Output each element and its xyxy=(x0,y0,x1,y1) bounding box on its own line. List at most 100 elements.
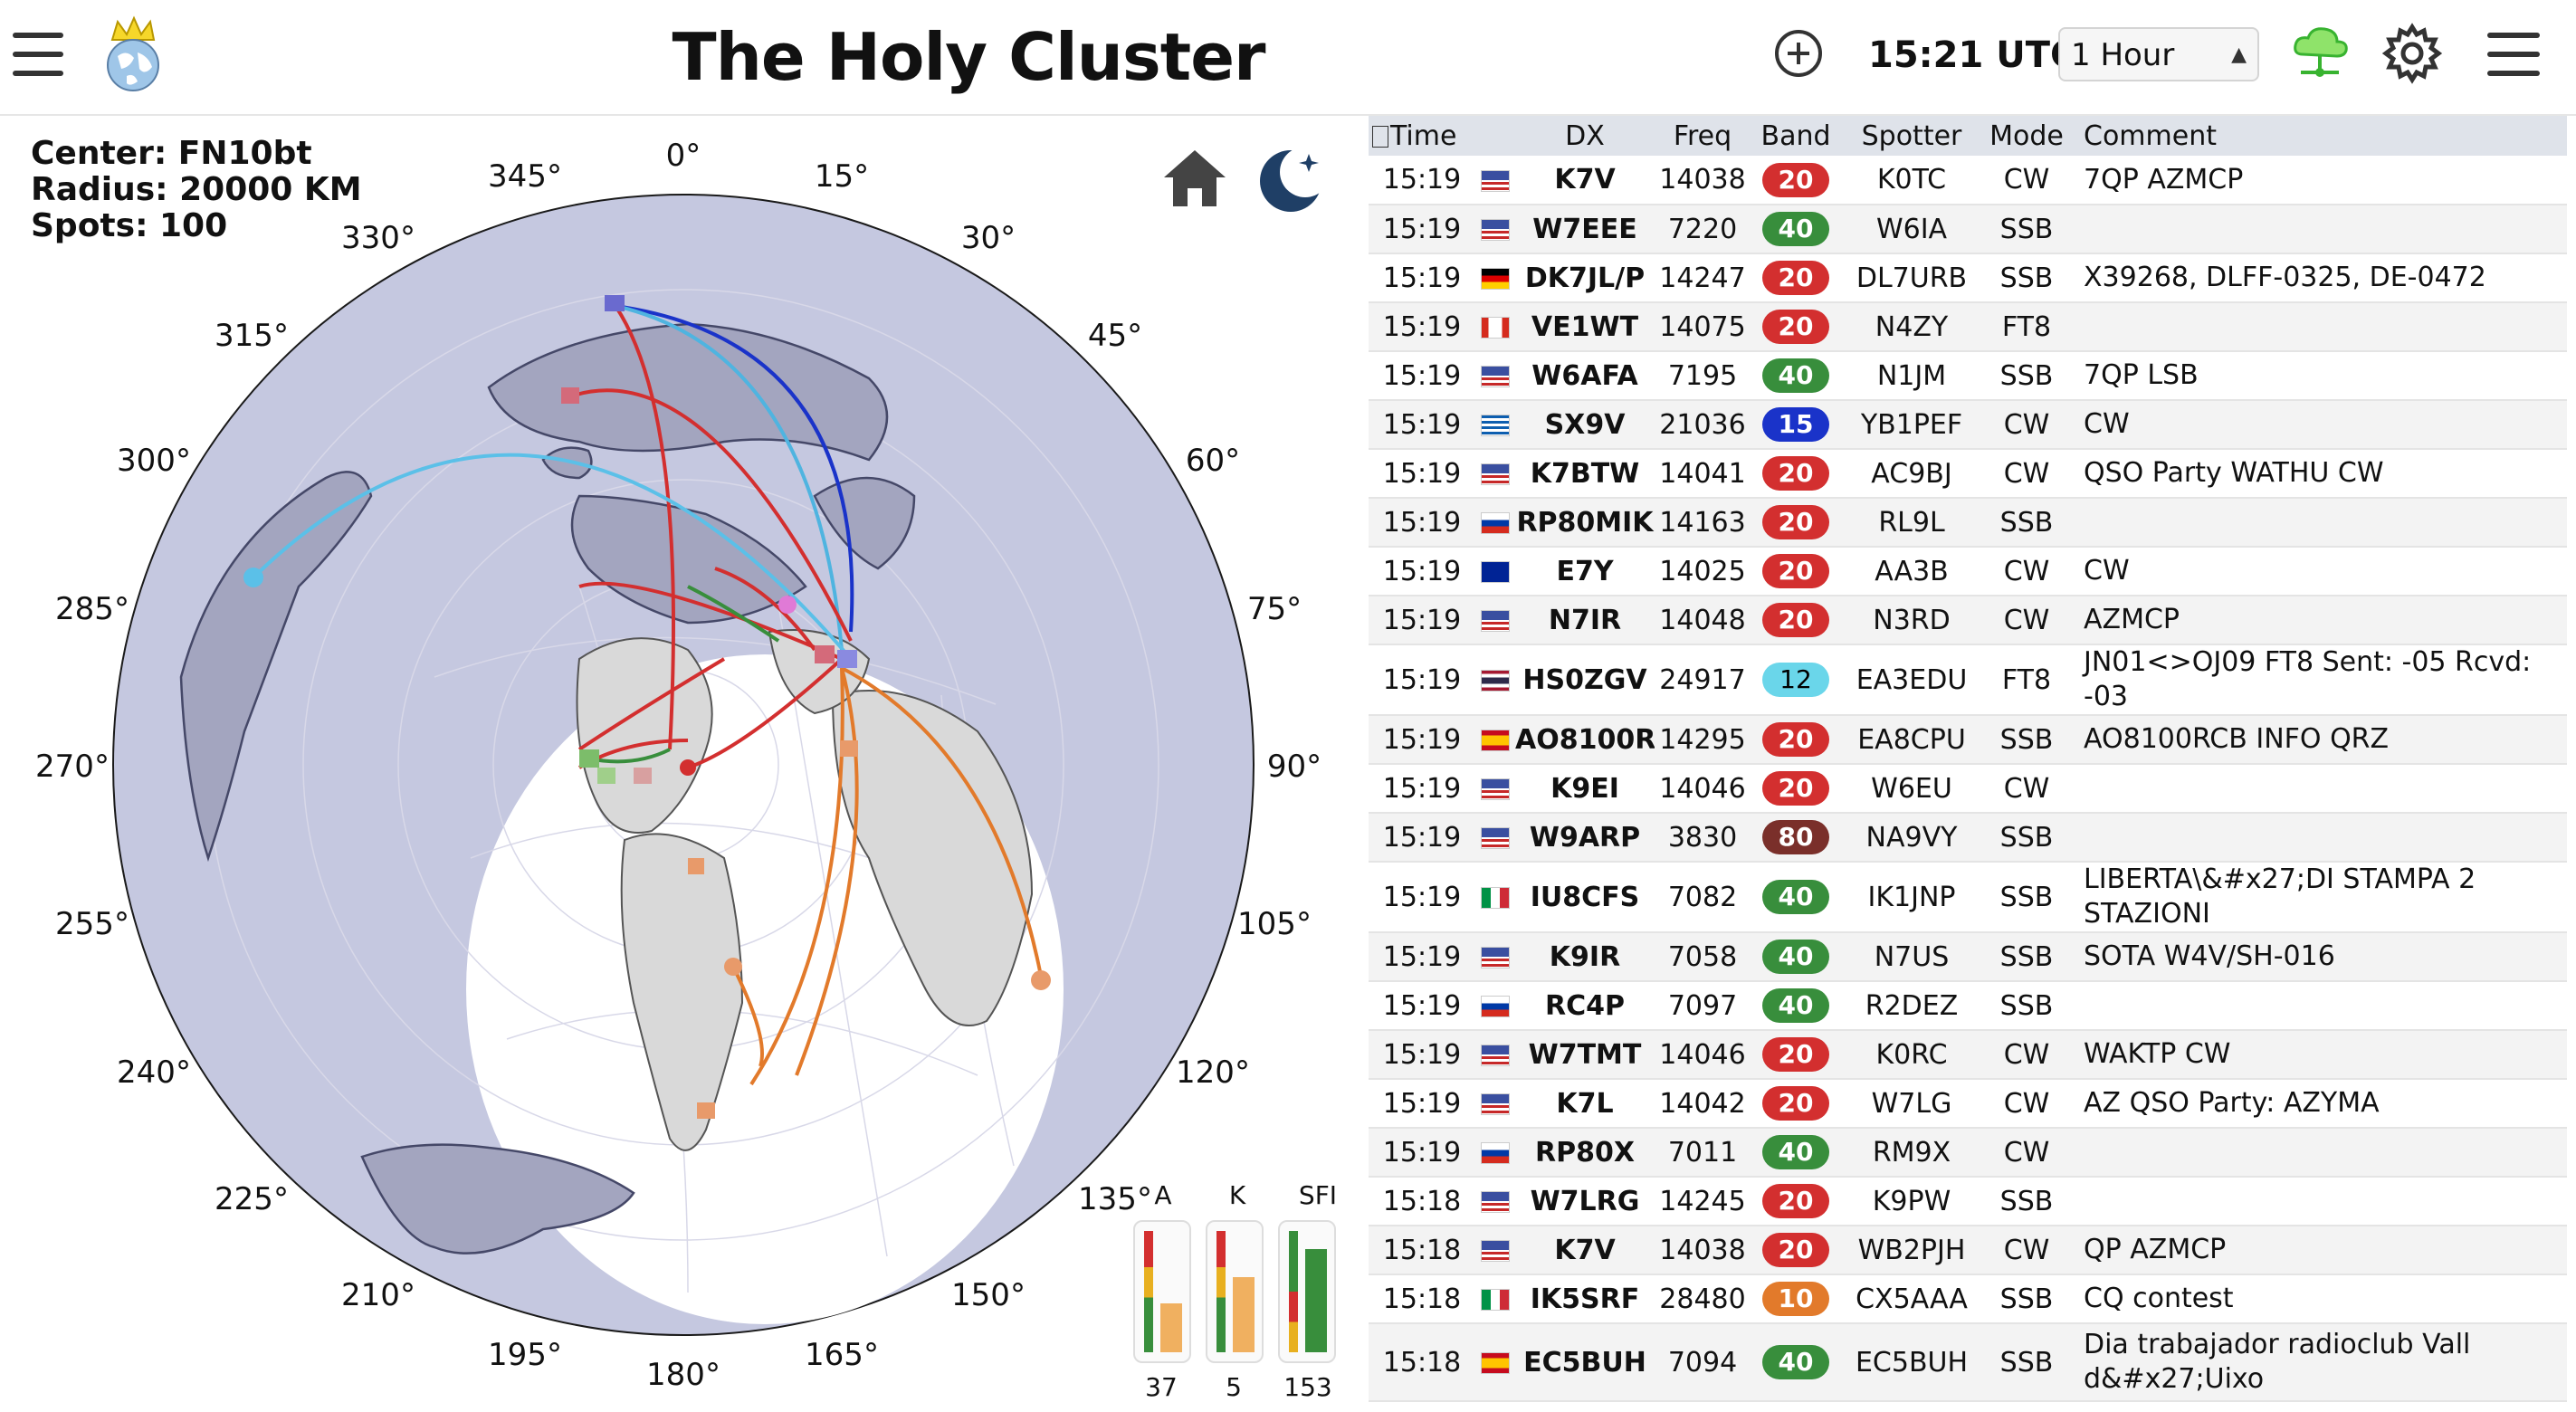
table-row[interactable]: 15:19 AO8100RCB14295 20 EA8CPUSSBAO8100RCB … xyxy=(1369,715,2567,765)
cloud-network-icon[interactable] xyxy=(2288,22,2352,85)
cell-spotter[interactable]: AA3B xyxy=(1841,547,1982,596)
cell-spotter[interactable]: EA3EDU xyxy=(1841,644,1982,716)
cell-spotter[interactable]: R2DEZ xyxy=(1841,981,1982,1031)
table-row[interactable]: 15:19 W7EEE 7220 40 W6IA SSB xyxy=(1369,205,2567,254)
col-freq[interactable]: Freq xyxy=(1673,119,1732,152)
cell-spotter[interactable]: DL7URB xyxy=(1841,253,1982,303)
time-window-select[interactable]: 1 Hour ▲ xyxy=(2058,27,2259,81)
table-row[interactable]: 15:19 N7IR 14048 20 N3RD CW AZMCP xyxy=(1369,596,2567,645)
cell-spotter[interactable]: W7LG xyxy=(1841,1079,1982,1129)
cell-spotter[interactable]: WB2PJH xyxy=(1841,1226,1982,1275)
table-row[interactable]: 15:18 K7V 14038 20 WB2PJH CW QP AZMCP xyxy=(1369,1226,2567,1275)
cell-mode: SSB xyxy=(1982,498,2071,548)
cell-spotter[interactable]: K0RC xyxy=(1841,1030,1982,1080)
table-row[interactable]: 15:19 W6AFA 7195 40 N1JM SSB 7QP LSB xyxy=(1369,351,2567,401)
col-comment[interactable]: Comment xyxy=(2084,119,2217,152)
table-row[interactable]: 15:18 EC5BUH 7094 40 EC5BUH SSB Dia trabajador… xyxy=(1369,1323,2567,1402)
table-row[interactable]: 15:19 DK7JL/P 14247 20 DL7URB SSB X39268, DLFF… xyxy=(1369,253,2567,303)
cell-dx[interactable]: EC5BUH xyxy=(1515,1323,1655,1402)
table-row[interactable]: 15:19 RP80MIK 14163 20 RL9L SSB xyxy=(1369,498,2567,548)
cell-dx[interactable]: VE1WT xyxy=(1515,302,1655,352)
table-row[interactable]: 15:19 VE1WT 14075 20 N4ZY FT8 xyxy=(1369,302,2567,352)
landmass-night xyxy=(179,322,916,1255)
cell-dx[interactable]: W6AFA xyxy=(1515,351,1655,401)
cell-spotter[interactable]: K9PW xyxy=(1841,1177,1982,1226)
table-row[interactable]: 15:19 RC4P 7097 40 R2DEZ SSB xyxy=(1369,981,2567,1031)
cell-spotter[interactable]: N3RD xyxy=(1841,596,1982,645)
col-mode[interactable]: Mode xyxy=(1989,119,2064,152)
moon-night-icon[interactable] xyxy=(1260,147,1331,212)
cell-comment: SOTA W4V/SH-016 xyxy=(2071,932,2567,982)
table-row[interactable]: 15:19 K9EI 14046 20 W6EU CW xyxy=(1369,764,2567,814)
cell-spotter[interactable]: K0TC xyxy=(1841,156,1982,205)
table-row[interactable]: 15:19 W9ARP 3830 80 NA9VY SSB xyxy=(1369,813,2567,863)
cell-dx[interactable]: HS0ZGV xyxy=(1515,644,1655,716)
cell-dx[interactable]: K9IR xyxy=(1515,932,1655,982)
cell-spotter[interactable]: N4ZY xyxy=(1841,302,1982,352)
cell-spotter[interactable]: N7US xyxy=(1841,932,1982,982)
cell-dx[interactable]: IK5SRF xyxy=(1515,1274,1655,1324)
hamburger-menu-icon[interactable] xyxy=(2485,29,2542,80)
cell-spotter[interactable]: RM9X xyxy=(1841,1128,1982,1178)
cell-dx[interactable]: W7TMT xyxy=(1515,1030,1655,1080)
flag-us-icon xyxy=(1481,1240,1510,1262)
cell-dx[interactable]: K7BTW xyxy=(1515,449,1655,499)
cell-dx[interactable]: RC4P xyxy=(1515,981,1655,1031)
cell-spotter[interactable]: CX5AAA xyxy=(1841,1274,1982,1324)
cell-spotter[interactable]: AC9BJ xyxy=(1841,449,1982,499)
table-row[interactable]: 15:19 E7Y 14025 20 AA3B CW CW xyxy=(1369,547,2567,596)
col-band[interactable]: Band xyxy=(1760,119,1831,152)
band-badge: 12 xyxy=(1762,663,1829,697)
cell-dx[interactable]: IU8CFS xyxy=(1515,862,1655,933)
cell-dx[interactable]: RP80X xyxy=(1515,1128,1655,1178)
cell-spotter[interactable]: EC5BUH xyxy=(1841,1323,1982,1402)
table-row[interactable]: 15:18 W7LRG 14245 20 K9PW SSB xyxy=(1369,1177,2567,1226)
cell-spotter[interactable]: W6IA xyxy=(1841,205,1982,254)
col-time[interactable]: Time xyxy=(1369,116,1475,156)
cell-spotter[interactable]: RL9L xyxy=(1841,498,1982,548)
cell-dx[interactable]: W7LRG xyxy=(1515,1177,1655,1226)
cell-dx[interactable]: K7V xyxy=(1515,156,1655,205)
menu-icon[interactable] xyxy=(11,29,65,80)
table-row[interactable]: 15:18 IK5SRF 28480 10 CX5AAA SSB CQ contest xyxy=(1369,1274,2567,1324)
cell-dx[interactable]: N7IR xyxy=(1515,596,1655,645)
checkbox-icon[interactable] xyxy=(1372,126,1388,148)
table-row[interactable]: 15:19 K7BTW 14041 20 AC9BJ CW QSO Party WATHU … xyxy=(1369,449,2567,499)
select-arrows-icon: ▲ xyxy=(2231,43,2247,66)
table-row[interactable]: 15:19 K7V 14038 20 K0TC CW 7QP AZMCP xyxy=(1369,156,2567,205)
table-row[interactable]: 15:19 RP80X 7011 40 RM9X CW xyxy=(1369,1128,2567,1178)
cell-spotter[interactable]: YB1PEF xyxy=(1841,400,1982,450)
cell-dx[interactable]: AO8100RCB xyxy=(1515,715,1655,765)
cell-spotter[interactable]: IK1JNP xyxy=(1841,862,1982,933)
home-icon[interactable] xyxy=(1164,150,1226,206)
azimuthal-map[interactable]: 0° 15° 30° 45° 60° 75° 90° 105° 120° 135… xyxy=(0,116,1367,1412)
cell-dx[interactable]: E7Y xyxy=(1515,547,1655,596)
spot-marker xyxy=(840,740,858,757)
table-row[interactable]: 15:19 W7TMT 14046 20 K0RC CW WAKTP CW xyxy=(1369,1030,2567,1080)
gear-icon[interactable] xyxy=(2380,22,2444,85)
cell-spotter[interactable]: W6EU xyxy=(1841,764,1982,814)
cell-spotter[interactable]: EA8CPU xyxy=(1841,715,1982,765)
col-dx[interactable]: DX xyxy=(1565,119,1605,152)
cell-dx[interactable]: K7V xyxy=(1515,1226,1655,1275)
cell-dx[interactable]: RP80MIK xyxy=(1515,498,1655,548)
cell-dx[interactable]: SX9V xyxy=(1515,400,1655,450)
table-row[interactable]: 15:19 SX9V 21036 15 YB1PEF CW CW xyxy=(1369,400,2567,450)
cell-dx[interactable]: W7EEE xyxy=(1515,205,1655,254)
col-spotter[interactable]: Spotter xyxy=(1861,119,1962,152)
table-row[interactable]: 15:19 HS0ZGV 24917 12 EA3EDU FT8 JN01<>OJ09 FT… xyxy=(1369,644,2567,716)
cell-freq: 3830 xyxy=(1655,813,1751,863)
cell-dx[interactable]: W9ARP xyxy=(1515,813,1655,863)
bearing-label: 90° xyxy=(1267,749,1321,785)
cell-spotter[interactable]: NA9VY xyxy=(1841,813,1982,863)
cell-comment: CQ contest xyxy=(2071,1274,2567,1324)
cell-spotter[interactable]: N1JM xyxy=(1841,351,1982,401)
table-row[interactable]: 15:19 K7L 14042 20 W7LG CW AZ QSO Party: AZYMA xyxy=(1369,1079,2567,1129)
table-row[interactable]: 15:19 K9IR 7058 40 N7US SSB SOTA W4V/SH-016 xyxy=(1369,932,2567,982)
cell-dx[interactable]: DK7JL/P xyxy=(1515,253,1655,303)
add-circle-icon[interactable] xyxy=(1772,27,1825,80)
table-row[interactable]: 15:19 IU8CFS 7082 40 IK1JNP SSB LIBERTA\&#x27;… xyxy=(1369,862,2567,933)
cell-time: 15:18 xyxy=(1369,1323,1475,1402)
cell-dx[interactable]: K9EI xyxy=(1515,764,1655,814)
cell-dx[interactable]: K7L xyxy=(1515,1079,1655,1129)
